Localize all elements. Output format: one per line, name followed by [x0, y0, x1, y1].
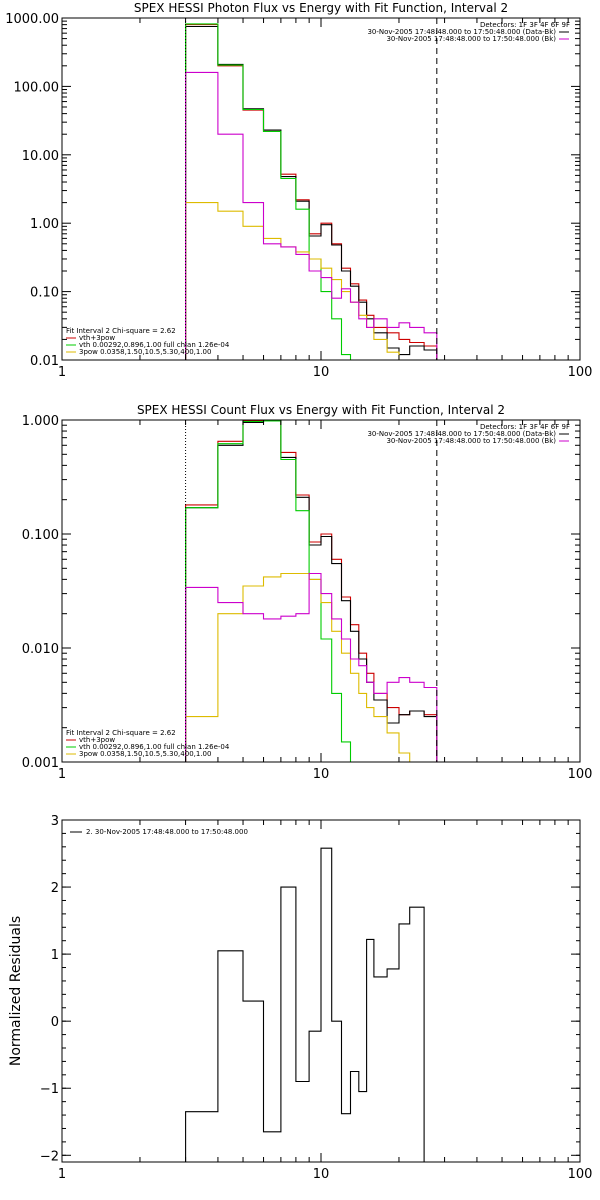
series-line-4 [185, 71, 438, 360]
photon-flux-panel: SPEX HESSI Photon Flux vs Energy with Fi… [5, 1, 593, 380]
legend-entry-text: 3pow 0.0358,1.50,10.5,5.30,400,1.00 [79, 750, 211, 758]
y-tick-label: −2 [40, 1149, 59, 1164]
series-line-2 [185, 23, 352, 360]
x-tick-label: 10 [313, 767, 330, 782]
x-tick-label: 10 [313, 365, 330, 380]
y-axis-label: Normalized Residuals [8, 916, 24, 1066]
y-tick-label: 1.00 [30, 217, 59, 232]
x-tick-label: 10 [313, 1167, 330, 1182]
y-tick-label: 3 [51, 814, 59, 829]
series-line-0 [185, 420, 438, 762]
legend-entry-text: 30-Nov-2005 17:48:48.000 to 17:50:48.000… [386, 437, 556, 445]
legend-entry-text: vth 0.00292,0.896,1.00 full chian 1.26e-… [79, 743, 230, 751]
legend-entry-text: vth 0.00292,0.896,1.00 full chian 1.26e-… [79, 341, 230, 349]
x-tick-label: 100 [568, 767, 593, 782]
legend-entry-text: 3pow 0.0358,1.50,10.5,5.30,400,1.00 [79, 348, 211, 356]
y-tick-label: 2 [51, 881, 59, 896]
legend-entry-text: Detectors: 1F 3F 4F 6F 9F [480, 423, 570, 431]
legend-entry-text: Fit Interval 2 Chi-square = 2.62 [66, 327, 176, 335]
legend-entry-text: Fit Interval 2 Chi-square = 2.62 [66, 729, 176, 737]
series-line-4 [185, 572, 438, 762]
y-tick-label: 0.01 [30, 354, 59, 369]
legend-entry-text: Detectors: 1F 3F 4F 6F 9F [480, 21, 570, 29]
x-tick-label: 1 [58, 1167, 66, 1182]
x-tick-label: 100 [568, 365, 593, 380]
plot-frame [61, 17, 581, 361]
y-tick-label: 1000.00 [5, 12, 59, 27]
series-line-1 [185, 420, 438, 762]
legend-entry-text: vth+3pow [79, 736, 115, 744]
y-tick-label: −1 [40, 1082, 59, 1097]
series-line-0 [185, 847, 438, 1162]
legend-entry-text: vth+3pow [79, 334, 115, 342]
series-group [185, 23, 438, 360]
y-tick-label: 10.00 [22, 149, 59, 164]
count-flux-panel: SPEX HESSI Count Flux vs Energy with Fit… [22, 403, 593, 782]
series-group [185, 847, 438, 1162]
x-tick-label: 1 [58, 365, 66, 380]
y-tick-label: 1.000 [22, 414, 59, 429]
y-tick-label: 0.100 [22, 528, 59, 543]
series-line-3 [185, 202, 411, 360]
chart-title: SPEX HESSI Count Flux vs Energy with Fit… [137, 403, 505, 417]
y-tick-label: 0.010 [22, 642, 59, 657]
y-tick-label: 0 [51, 1015, 59, 1030]
series-group [185, 420, 438, 762]
series-line-3 [185, 572, 425, 762]
y-tick-label: 0.10 [30, 286, 59, 301]
legend-entry-text: 30-Nov-2005 17:48:48.000 to 17:50:48.000… [367, 28, 556, 36]
y-tick-label: 100.00 [14, 80, 60, 95]
y-tick-label: 1 [51, 948, 59, 963]
chart-title: SPEX HESSI Photon Flux vs Energy with Fi… [134, 1, 508, 15]
y-tick-label: 0.001 [22, 756, 59, 771]
legend-entry-text: 30-Nov-2005 17:48:48.000 to 17:50:48.000… [367, 430, 556, 438]
x-tick-label: 100 [568, 1167, 593, 1182]
x-tick-label: 1 [58, 767, 66, 782]
residuals-panel: 1 10 100 −2 −1 0 1 2 3 Normalized Residuals 2. 30-… [8, 814, 592, 1182]
legend-entry-text: 2. 30-Nov-2005 17:48:48.000 to 17:50:48.… [86, 828, 248, 836]
series-line-2 [185, 420, 352, 762]
legend-entry-text: 30-Nov-2005 17:48:48.000 to 17:50:48.000… [386, 35, 556, 43]
